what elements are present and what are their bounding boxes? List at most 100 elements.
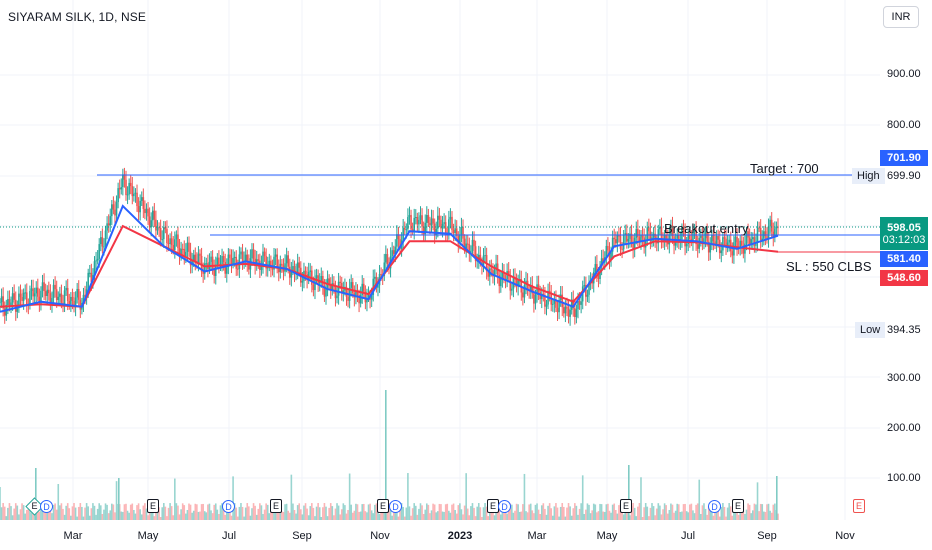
- candle-body: [203, 263, 206, 274]
- candle-body: [361, 283, 364, 296]
- candle-body: [640, 234, 642, 242]
- volume-bar: [122, 511, 124, 520]
- volume-bar: [591, 510, 593, 520]
- volume-bar: [600, 504, 603, 520]
- earnings-event-marker[interactable]: E: [620, 499, 632, 513]
- candle-body: [199, 253, 201, 256]
- dividend-event-marker[interactable]: D: [498, 500, 511, 513]
- earnings-event-marker[interactable]: E: [147, 499, 159, 513]
- candle-body: [0, 302, 1, 304]
- candle-body: [115, 202, 118, 216]
- dividend-event-marker[interactable]: D: [389, 500, 402, 513]
- dividend-event-marker[interactable]: D: [222, 500, 235, 513]
- candlesticks: [0, 167, 779, 326]
- volume-bar: [30, 512, 33, 520]
- volume-bar: [306, 508, 308, 520]
- candle-body: [770, 219, 773, 232]
- volume-bar: [441, 511, 444, 520]
- candle-body: [555, 299, 557, 308]
- candle-body: [186, 242, 189, 252]
- volume-bar: [477, 503, 480, 520]
- candle-body: [307, 271, 310, 280]
- volume-bar: [500, 514, 502, 520]
- candle-body: [151, 210, 154, 221]
- candle-body: [107, 223, 110, 226]
- volume-bar: [507, 509, 510, 520]
- volume-bar: [40, 504, 42, 520]
- candle-body: [36, 287, 39, 297]
- candle-body: [707, 241, 710, 253]
- volume-bar: [525, 511, 527, 520]
- volume-bar: [224, 514, 227, 520]
- dividend-event-marker[interactable]: D: [708, 500, 721, 513]
- earnings-event-marker[interactable]: E: [377, 499, 389, 513]
- candle-body: [3, 308, 6, 316]
- volume-bar: [397, 516, 400, 520]
- volume-bar: [511, 504, 513, 520]
- candle-body: [633, 237, 636, 250]
- volume-bar: [643, 507, 645, 520]
- candle-body: [772, 231, 775, 238]
- stop-loss-annotation[interactable]: SL : 550 CLBS: [786, 259, 872, 274]
- volume-bar: [333, 515, 335, 520]
- currency-button[interactable]: INR: [883, 6, 919, 28]
- breakout-annotation[interactable]: Breakout entry: [664, 221, 749, 236]
- candle-body: [687, 234, 690, 244]
- candle-body: [652, 233, 655, 238]
- volume-bar: [309, 506, 312, 520]
- volume-bar: [158, 507, 160, 520]
- candle-body: [68, 301, 71, 305]
- candle-body: [301, 280, 304, 283]
- earnings-event-marker[interactable]: E: [732, 499, 744, 513]
- volume-spike: [776, 476, 778, 520]
- volume-bar: [229, 508, 231, 520]
- volume-bar: [660, 514, 663, 520]
- volume-bar: [534, 504, 537, 520]
- candle-body: [630, 233, 633, 244]
- volume-bar: [181, 503, 184, 520]
- volume-bar: [5, 516, 8, 520]
- volume-bar: [22, 505, 25, 520]
- volume-bar: [200, 504, 203, 520]
- volume-bar: [539, 513, 541, 520]
- volume-bar: [11, 515, 14, 520]
- volume-bar: [326, 516, 329, 520]
- candle-body: [137, 206, 140, 213]
- volume-bar: [402, 506, 404, 520]
- candle-body: [429, 222, 431, 226]
- candle-body: [153, 210, 156, 220]
- target-annotation[interactable]: Target : 700: [750, 161, 819, 176]
- candle-body: [700, 235, 702, 238]
- volume-bar: [265, 503, 267, 520]
- candle-body: [225, 267, 228, 274]
- candle-body: [517, 280, 519, 287]
- volume-bar: [7, 507, 9, 520]
- candle-body: [561, 294, 564, 308]
- volume-bar: [374, 504, 376, 520]
- volume-bar: [254, 505, 256, 520]
- candle-body: [728, 239, 730, 243]
- earnings-event-marker[interactable]: E: [270, 499, 282, 513]
- volume-bar: [270, 510, 272, 520]
- dividend-event-marker[interactable]: D: [40, 500, 53, 513]
- candle-body: [396, 234, 398, 247]
- volume-bar: [416, 514, 419, 520]
- candle-body: [492, 269, 494, 277]
- volume-bar: [219, 505, 222, 520]
- candle-body: [0, 296, 3, 303]
- candle-body: [748, 237, 751, 246]
- candle-body: [402, 227, 404, 241]
- target-price-tag: 701.90: [880, 150, 928, 166]
- candle-body: [563, 307, 565, 314]
- upcoming-earnings-event-marker[interactable]: E: [853, 499, 865, 513]
- candle-body: [101, 237, 104, 247]
- candle-body: [44, 291, 47, 297]
- volume-bar: [485, 506, 488, 520]
- volume-bar: [577, 514, 579, 520]
- candle-body: [665, 234, 667, 239]
- candle-body: [246, 254, 249, 263]
- time-label-sep: Sep: [292, 530, 312, 542]
- candle-body: [54, 284, 56, 290]
- candle-body: [178, 248, 181, 256]
